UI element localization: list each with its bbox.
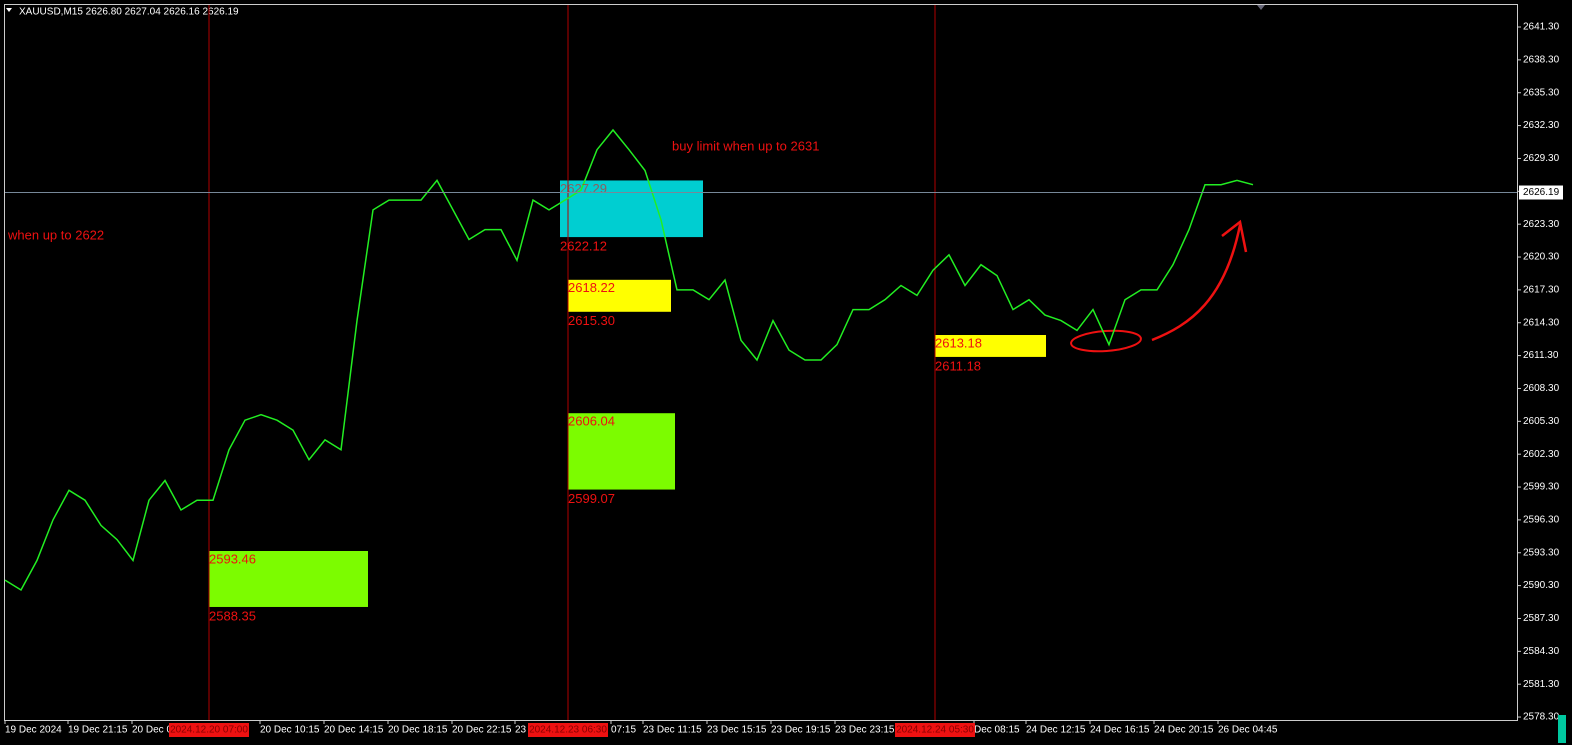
y-tick-label: 2632.30 bbox=[1523, 120, 1560, 131]
x-tick-label: 23 Dec 11:15 bbox=[643, 725, 702, 736]
x-tick-label: Dec 08:15 bbox=[974, 725, 1020, 736]
zone bbox=[568, 413, 675, 490]
y-tick-label: 2617.30 bbox=[1523, 285, 1560, 296]
zone bbox=[568, 279, 671, 312]
x-tick-label: 20 Dec 18:15 bbox=[388, 725, 448, 736]
marker-label-box bbox=[528, 723, 608, 737]
zone-bottom-label: 2588.35 bbox=[209, 608, 256, 623]
y-tick-label: 2584.30 bbox=[1523, 646, 1560, 657]
zone bbox=[209, 550, 368, 607]
zone-bottom-label: 2622.12 bbox=[560, 239, 607, 254]
zone bbox=[935, 335, 1046, 357]
y-tick-label: 2611.30 bbox=[1523, 350, 1559, 361]
y-tick-label: 2614.30 bbox=[1523, 317, 1560, 328]
marker-label: 2024.12.24 05:30 bbox=[896, 725, 974, 736]
y-tick-label: 2578.30 bbox=[1523, 712, 1560, 723]
x-tick-label: 07:15 bbox=[611, 725, 636, 736]
y-tick-label: 2587.30 bbox=[1523, 613, 1560, 624]
y-tick-label: 2596.30 bbox=[1523, 515, 1560, 526]
x-tick-label: 20 Dec 10:15 bbox=[260, 725, 320, 736]
zone-top-label: 2618.22 bbox=[568, 280, 615, 295]
zone-top-label: 2606.04 bbox=[568, 414, 615, 429]
y-tick-label: 2581.30 bbox=[1523, 679, 1560, 690]
x-tick-label: 23 Dec 19:15 bbox=[771, 725, 831, 736]
x-tick-label: 24 Dec 12:15 bbox=[1026, 725, 1086, 736]
zone-bottom-label: 2611.18 bbox=[935, 358, 981, 373]
y-tick-label: 2593.30 bbox=[1523, 547, 1560, 558]
y-tick-label: 2641.30 bbox=[1523, 22, 1560, 33]
hand-arrow bbox=[1151, 219, 1248, 342]
x-tick-label: 24 Dec 16:15 bbox=[1090, 725, 1150, 736]
price-line bbox=[4, 128, 1254, 592]
x-tick-label: 20 Dec 14:15 bbox=[324, 725, 384, 736]
x-tick-label: 26 Dec 04:45 bbox=[1218, 725, 1278, 736]
y-tick-label: 2620.30 bbox=[1523, 252, 1560, 263]
marker-label: 2024.12.23 06:30 bbox=[529, 725, 607, 736]
y-tick-label: 2605.30 bbox=[1523, 416, 1560, 427]
x-tick-label: 19 Dec 2024 bbox=[5, 725, 62, 736]
chart-title: XAUUSD,M15 2626.80 2627.04 2626.16 2626.… bbox=[19, 7, 239, 18]
y-tick-label: 2635.30 bbox=[1523, 87, 1560, 98]
x-tick-label: 19 Dec 21:15 bbox=[68, 725, 128, 736]
highlight-circle bbox=[1070, 329, 1142, 353]
y-tick-label: 2602.30 bbox=[1523, 449, 1560, 460]
menu-triangle[interactable] bbox=[6, 8, 12, 12]
marker-label-box bbox=[895, 723, 975, 737]
y-tick-label: 2590.30 bbox=[1523, 580, 1560, 591]
annotation: when up to 2622 bbox=[7, 227, 104, 242]
shift-marker bbox=[1257, 5, 1265, 10]
y-tick-label: 2608.30 bbox=[1523, 383, 1560, 394]
zone-bottom-label: 2599.07 bbox=[568, 491, 615, 506]
zone-top-label: 2613.18 bbox=[935, 335, 982, 350]
x-tick-label: 23 Dec 23:15 bbox=[835, 725, 895, 736]
x-tick-label: 20 Dec 22:15 bbox=[452, 725, 512, 736]
x-tick-label: 23 bbox=[515, 725, 527, 736]
y-tick-label: 2629.30 bbox=[1523, 153, 1560, 164]
scroll-marker[interactable] bbox=[1558, 715, 1566, 743]
y-tick-label: 2599.30 bbox=[1523, 482, 1560, 493]
current-price-box bbox=[1519, 185, 1563, 200]
zone-top-label: 2593.46 bbox=[209, 551, 256, 566]
annotation: buy limit when up to 2631 bbox=[672, 138, 819, 153]
marker-label-box bbox=[169, 723, 249, 737]
x-tick-label: 23 Dec 15:15 bbox=[707, 725, 767, 736]
zone-top-label: 2627.29 bbox=[560, 181, 607, 196]
y-tick-label: 2623.30 bbox=[1523, 219, 1560, 230]
marker-label: 2024.12.20 07:00 bbox=[170, 725, 248, 736]
zone bbox=[560, 180, 703, 238]
x-tick-label: 20 Dec 0 bbox=[132, 725, 172, 736]
zone-bottom-label: 2615.30 bbox=[568, 313, 615, 328]
x-tick-label: 24 Dec 20:15 bbox=[1154, 725, 1214, 736]
current-price-label: 2626.19 bbox=[1523, 187, 1560, 198]
plot-frame bbox=[4, 4, 1518, 721]
y-tick-label: 2638.30 bbox=[1523, 55, 1560, 66]
